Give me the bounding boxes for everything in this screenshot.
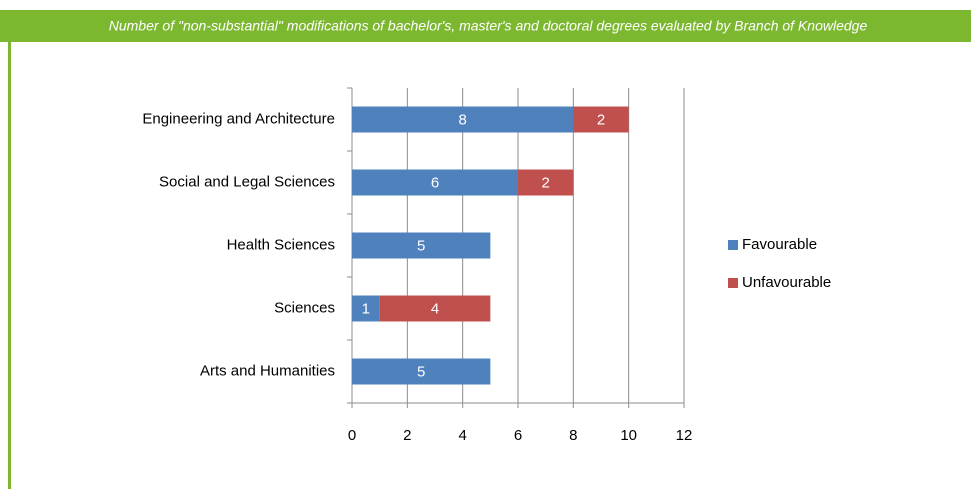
data-label: 5 <box>417 363 425 380</box>
x-tick-label: 12 <box>676 427 693 444</box>
y-tick-label: Arts and Humanities <box>200 362 335 379</box>
chart-title: Number of "non-substantial" modification… <box>109 18 868 34</box>
x-tick-label: 4 <box>458 427 466 444</box>
data-label: 8 <box>458 111 466 128</box>
data-label: 2 <box>541 174 549 191</box>
x-tick-label: 0 <box>348 427 356 444</box>
bar-segment <box>352 106 574 133</box>
header-band <box>0 10 971 42</box>
frame-left <box>8 42 11 489</box>
data-label: 2 <box>597 111 605 128</box>
x-tick-label: 2 <box>403 427 411 444</box>
data-label: 5 <box>417 237 425 254</box>
bar-segment <box>352 232 491 259</box>
bar-segment <box>352 169 518 196</box>
x-tick-label: 10 <box>620 427 637 444</box>
bar-segment <box>352 358 491 385</box>
data-label: 4 <box>431 300 439 317</box>
bar-segment <box>573 106 629 133</box>
x-tick-label: 6 <box>514 427 522 444</box>
legend-label: Favourable <box>742 236 817 253</box>
data-label: 6 <box>431 174 439 191</box>
y-tick-label: Engineering and Architecture <box>142 110 335 127</box>
bar-segment <box>352 295 380 322</box>
y-tick-label: Sciences <box>274 299 335 316</box>
legend-label: Unfavourable <box>742 274 831 291</box>
y-tick-label: Social and Legal Sciences <box>159 173 335 190</box>
x-tick-label: 8 <box>569 427 577 444</box>
legend-swatch <box>728 278 738 288</box>
data-label: 1 <box>362 300 370 317</box>
y-tick-label: Health Sciences <box>227 236 335 253</box>
legend-swatch <box>728 240 738 250</box>
bar-segment <box>518 169 574 196</box>
bar-segment <box>379 295 491 322</box>
